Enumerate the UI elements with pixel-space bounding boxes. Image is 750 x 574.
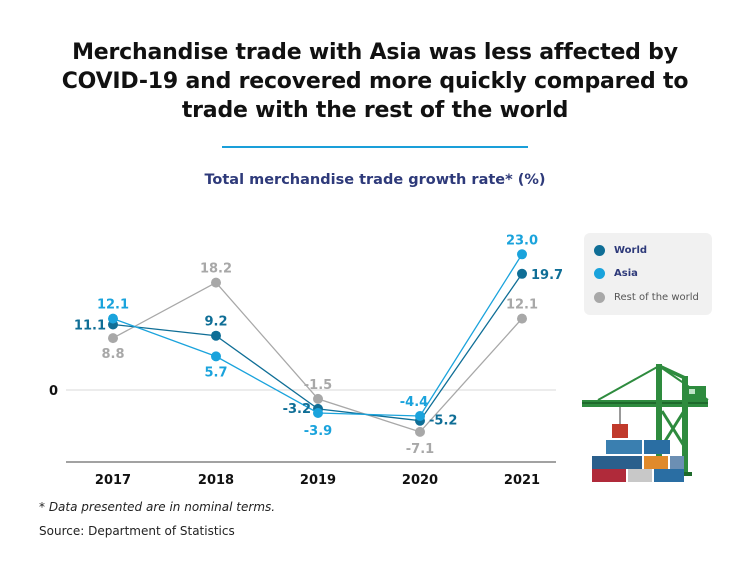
data-point-asia-2017	[108, 313, 118, 324]
data-label-rest-2020: -7.1	[406, 442, 434, 457]
data-label-asia-2021: 23.0	[506, 233, 538, 248]
data-point-world-2018	[211, 330, 221, 341]
data-label-world-2018: 9.2	[204, 315, 227, 330]
data-point-asia-2018	[211, 351, 221, 362]
legend-item-world: World	[594, 242, 647, 258]
x-tick-label-2021: 2021	[504, 473, 540, 488]
chart-subtitle: Total merchandise trade growth rate* (%)	[204, 172, 546, 188]
x-tick-label-2019: 2019	[300, 473, 336, 488]
legend-label-asia: Asia	[614, 267, 638, 279]
x-tick-label-2020: 2020	[402, 473, 438, 488]
data-point-asia-2021	[517, 249, 527, 260]
y-tick-label: 0	[49, 384, 58, 399]
data-label-world-2021: 19.7	[531, 268, 563, 283]
data-label-world-2020: -5.2	[429, 414, 457, 429]
data-point-rest-2019	[313, 393, 323, 404]
title-line: COVID-19 and recovered more quickly comp…	[61, 69, 689, 94]
legend-label-rest-of-the-world: Rest of the world	[614, 291, 699, 303]
data-label-asia-2019: -3.9	[304, 424, 332, 439]
data-label-asia-2017: 12.1	[97, 298, 129, 313]
data-label-asia-2018: 5.7	[204, 365, 227, 380]
footnote: * Data presented are in nominal terms.	[39, 500, 276, 514]
data-point-world-2021	[517, 268, 527, 279]
legend-marker-rest-of-the-world	[594, 291, 605, 303]
title-line: Merchandise trade with Asia was less aff…	[72, 40, 678, 65]
data-label-world-2017: 11.1	[74, 319, 106, 334]
data-label-asia-2020: -4.4	[400, 395, 428, 410]
data-label-world-2019: -3.2	[283, 402, 311, 417]
data-label-rest-2019: -1.5	[304, 378, 332, 393]
data-point-rest-2020	[415, 426, 425, 437]
legend-marker-asia	[594, 267, 605, 279]
legend-marker-world	[594, 244, 605, 256]
data-point-rest-2017	[108, 333, 118, 344]
data-point-rest-2018	[211, 277, 221, 288]
data-label-rest-2018: 18.2	[200, 262, 232, 277]
chart-title: Merchandise trade with Asia was less aff…	[20, 38, 730, 125]
data-point-rest-2021	[517, 313, 527, 324]
data-point-asia-2019	[313, 408, 323, 418]
legend: World Asia Rest of the world	[584, 233, 712, 315]
data-label-rest-2021: 12.1	[506, 298, 538, 313]
legend-item-asia: Asia	[594, 265, 638, 281]
data-point-asia-2020	[415, 411, 425, 421]
source-note: Source: Department of Statistics	[39, 524, 235, 538]
data-label-rest-2017: 8.8	[101, 347, 124, 362]
legend-label-world: World	[614, 244, 648, 256]
x-tick-label-2017: 2017	[95, 473, 131, 488]
legend-item-rest-of-the-world: Rest of the world	[594, 289, 699, 305]
x-tick-label-2018: 2018	[198, 473, 234, 488]
title-divider	[222, 146, 528, 148]
title-line: trade with the rest of the world	[181, 98, 569, 123]
port-crane-with-containers-icon	[582, 364, 709, 482]
